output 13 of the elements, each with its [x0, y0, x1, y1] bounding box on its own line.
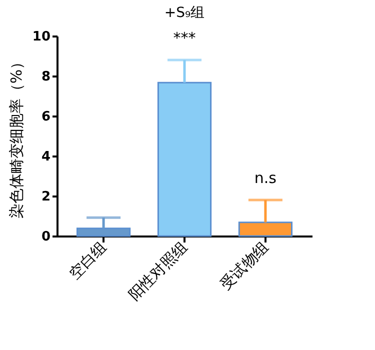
- y-tick-label: 2: [41, 190, 50, 204]
- annotation: n.s: [254, 169, 277, 187]
- y-tick-label: 10: [32, 30, 50, 44]
- y-axis-title: 染色体畸变细胞率（%）: [7, 54, 26, 219]
- chart-title: +S₉组: [164, 5, 205, 21]
- x-tick-label: 空白组: [65, 238, 110, 283]
- x-tick-label: 受试物组: [216, 238, 272, 294]
- annotation: ***: [173, 29, 196, 47]
- y-tick-label: 8: [41, 70, 50, 84]
- y-tick-label: 4: [41, 150, 50, 164]
- y-tick-label: 0: [41, 230, 50, 244]
- x-tick-label: 阳性对照组: [125, 238, 191, 304]
- y-tick-label: 6: [41, 110, 50, 124]
